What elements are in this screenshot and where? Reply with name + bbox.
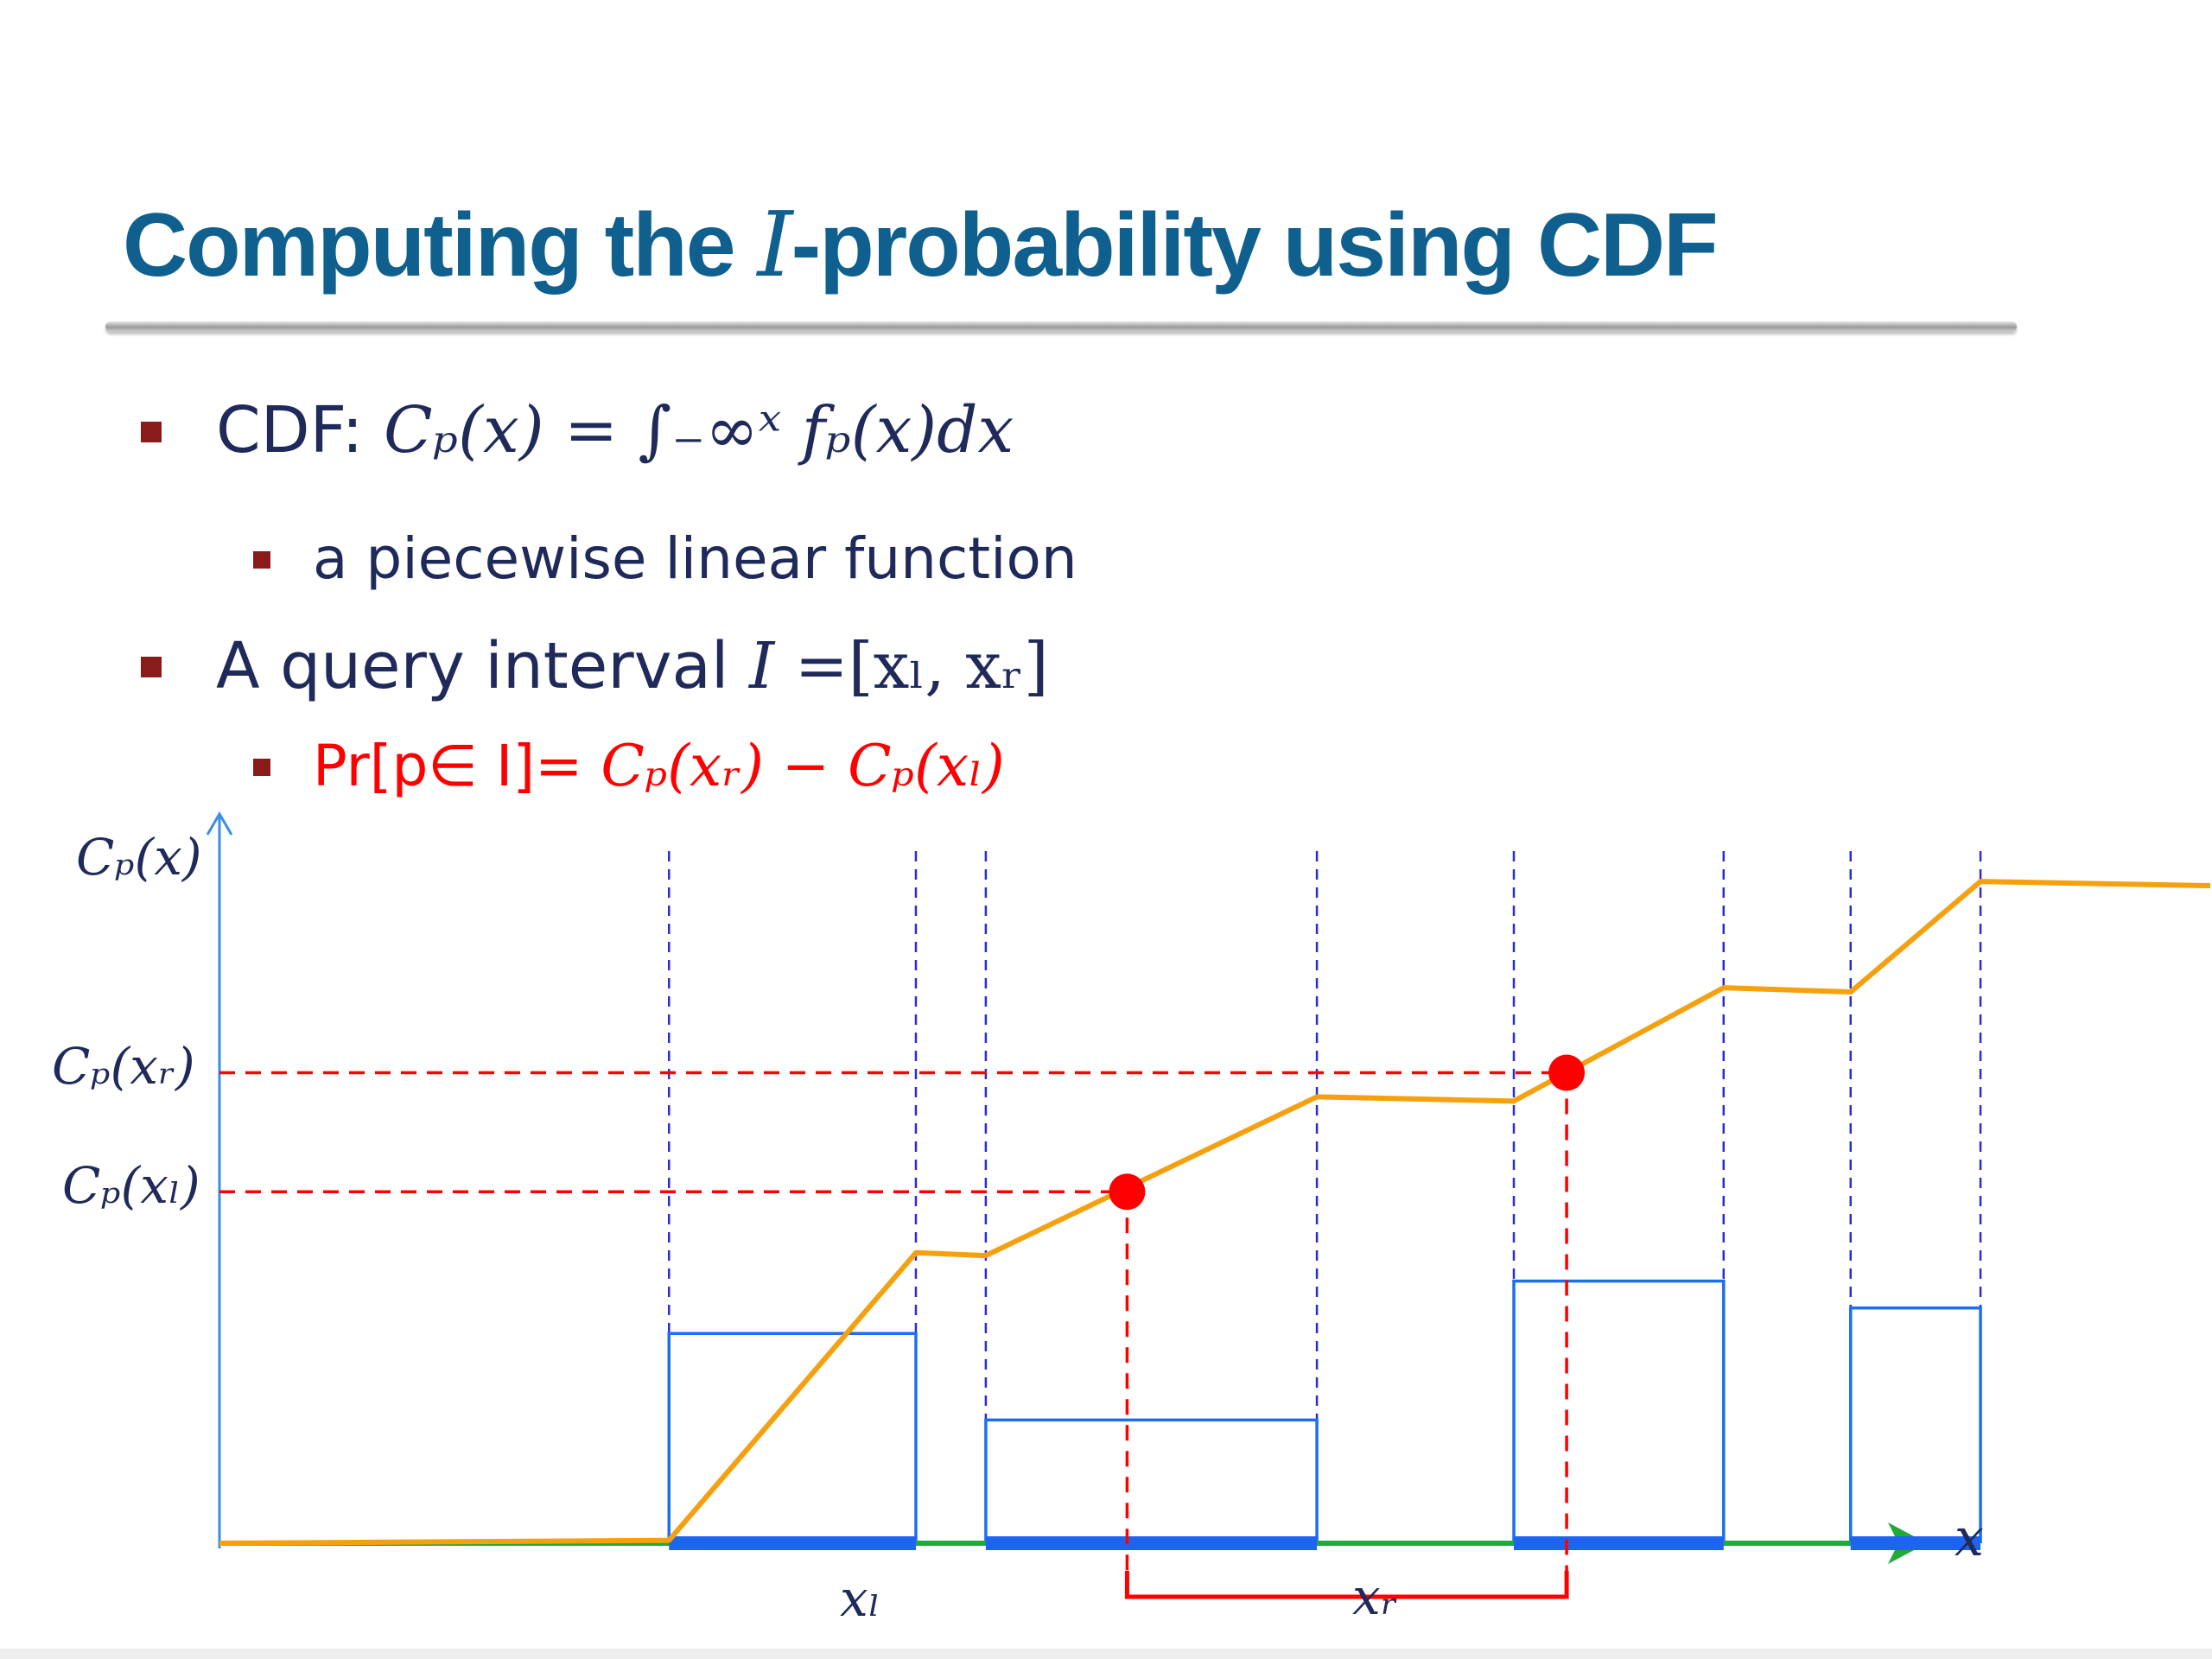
level-left-label: Cₚ(xₗ) xyxy=(62,1156,200,1215)
query-point-xr xyxy=(1548,1054,1586,1091)
slide-footer-strip xyxy=(0,1649,2212,1659)
interval-bracket xyxy=(1124,1571,1569,1599)
x-axis-label: x xyxy=(1955,1508,1984,1568)
interval-right-label: xᵣ xyxy=(1352,1567,1398,1626)
interval-left-label: xₗ xyxy=(840,1569,880,1628)
bullet-cdf: CDF: Cₚ(x) = ∫₋∞ˣ fₚ(x)dx xyxy=(216,393,1014,467)
histogram-bar-1 xyxy=(667,1332,918,1543)
y-axis-label: Cₚ(x) xyxy=(76,828,202,887)
title-divider xyxy=(105,321,2017,332)
cdf-line xyxy=(219,879,2211,1546)
query-guides xyxy=(219,1071,1568,1597)
histogram-bars xyxy=(667,1279,1982,1543)
query-formula: =[xₗ, xᵣ] xyxy=(774,629,1049,703)
bullet-query: A query interval I =[xₗ, xᵣ] xyxy=(216,629,1049,703)
query-point-xl xyxy=(1109,1173,1146,1211)
cdf-label: CDF: xyxy=(216,393,384,467)
bullet-piecewise: a piecewise linear function xyxy=(313,525,1077,592)
query-points xyxy=(1109,1054,1586,1211)
y-axis-arrowhead xyxy=(206,811,233,836)
title-text-after: -probability using CDF xyxy=(791,195,1719,296)
cdf-formula: Cₚ(x) = ∫₋∞ˣ fₚ(x)dx xyxy=(383,393,1014,467)
bullet-marker-piecewise xyxy=(253,551,270,569)
histogram-bar-3 xyxy=(1512,1279,1726,1543)
query-label: A query interval xyxy=(216,629,749,703)
histogram-bar-2 xyxy=(984,1418,1319,1543)
bullet-marker-query xyxy=(141,657,162,677)
level-right-label: Cₚ(xᵣ) xyxy=(52,1037,195,1096)
query-variable: I xyxy=(748,629,775,703)
breakpoint-guides xyxy=(668,851,1982,1543)
bullet-marker-cdf xyxy=(141,422,162,442)
probability-formula: Cₚ(xᵣ) − Cₚ(xₗ) xyxy=(601,733,1005,799)
title-text-before: Computing the xyxy=(123,195,758,296)
slide-title: Computing the I-probability using CDF xyxy=(123,192,1719,297)
histogram-bar-4 xyxy=(1849,1306,1982,1543)
bullet-marker-probability xyxy=(253,759,270,776)
title-variable: I xyxy=(757,192,793,297)
probability-text: Pr[p∈ I]= xyxy=(313,733,601,799)
piecewise-text: a piecewise linear function xyxy=(313,525,1077,592)
bullet-probability: Pr[p∈ I]= Cₚ(xᵣ) − Cₚ(xₗ) xyxy=(313,733,1005,799)
